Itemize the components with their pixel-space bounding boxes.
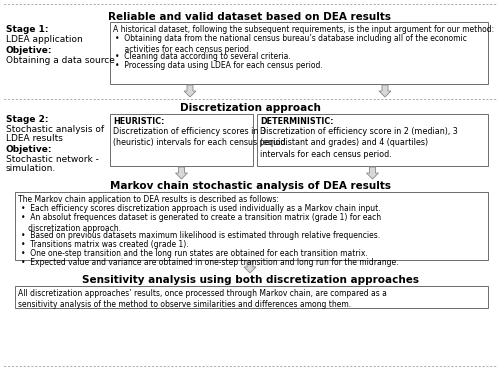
Text: •  One one-step transition and the long run states are obtained for each transit: • One one-step transition and the long r… (21, 249, 368, 258)
Text: •  Obtaining data from the national census bureau’s database including all of th: • Obtaining data from the national censu… (115, 34, 467, 54)
Text: Stage 1:: Stage 1: (6, 25, 48, 34)
Text: Markov chain stochastic analysis of DEA results: Markov chain stochastic analysis of DEA … (110, 181, 390, 191)
Polygon shape (244, 261, 256, 273)
Text: •  Each efficiency scores discretization approach is used individually as a Mark: • Each efficiency scores discretization … (21, 204, 380, 213)
Text: Reliable and valid dataset based on DEA results: Reliable and valid dataset based on DEA … (108, 12, 392, 22)
Text: LDEA application: LDEA application (6, 35, 83, 44)
Text: Objetive:: Objetive: (6, 46, 52, 55)
Text: Discretization of efficiency scores in 3
(heuristic) intervals for each census p: Discretization of efficiency scores in 3… (113, 127, 288, 148)
Text: HEURISTIC:: HEURISTIC: (113, 117, 164, 126)
Text: Obtaining a data source: Obtaining a data source (6, 56, 115, 65)
Text: Stage 2:: Stage 2: (6, 115, 48, 124)
Bar (257, 114, 488, 166)
Text: •  Based on previous datasets maximum likelihood is estimated through relative f: • Based on previous datasets maximum lik… (21, 231, 380, 240)
Text: Discretization of efficiency score in 2 (median), 3
(equidistant and grades) and: Discretization of efficiency score in 2 … (260, 127, 458, 159)
Text: Stochastic network -: Stochastic network - (6, 155, 99, 164)
Text: •  An absolut frequences dataset is generated to create a transition matrix (gra: • An absolut frequences dataset is gener… (21, 213, 381, 233)
Text: •  Transitions matrix was created (grade 1).: • Transitions matrix was created (grade … (21, 240, 188, 249)
Bar (15, 286, 488, 308)
Text: The Markov chain application to DEA results is described as follows:: The Markov chain application to DEA resu… (18, 195, 279, 204)
Bar (110, 22, 488, 84)
Bar (15, 192, 488, 260)
Polygon shape (184, 85, 196, 97)
Text: Sensitivity analysis using both discretization approaches: Sensitivity analysis using both discreti… (82, 275, 418, 285)
Text: A historical dataset, following the subsequent requirements, is the input argume: A historical dataset, following the subs… (113, 25, 494, 34)
Bar (110, 114, 253, 166)
Text: DETERMINISTIC:: DETERMINISTIC: (260, 117, 334, 126)
Text: LDEA results: LDEA results (6, 134, 63, 143)
Text: •  Expected value and variance are obtained in one-step transition and long run : • Expected value and variance are obtain… (21, 258, 398, 267)
Text: Stochastic analysis of: Stochastic analysis of (6, 125, 104, 134)
Text: Objetive:: Objetive: (6, 145, 52, 154)
Text: All discretization approaches’ results, once processed through Markov chain, are: All discretization approaches’ results, … (18, 289, 387, 309)
Polygon shape (366, 167, 378, 179)
Text: •  Cleaning data according to several criteria.: • Cleaning data according to several cri… (115, 52, 291, 61)
Text: •  Processing data using LDEA for each census period.: • Processing data using LDEA for each ce… (115, 61, 323, 70)
Text: Discretization approach: Discretization approach (180, 103, 320, 113)
Polygon shape (176, 167, 188, 179)
Text: simulation.: simulation. (6, 164, 56, 173)
Polygon shape (379, 85, 391, 97)
